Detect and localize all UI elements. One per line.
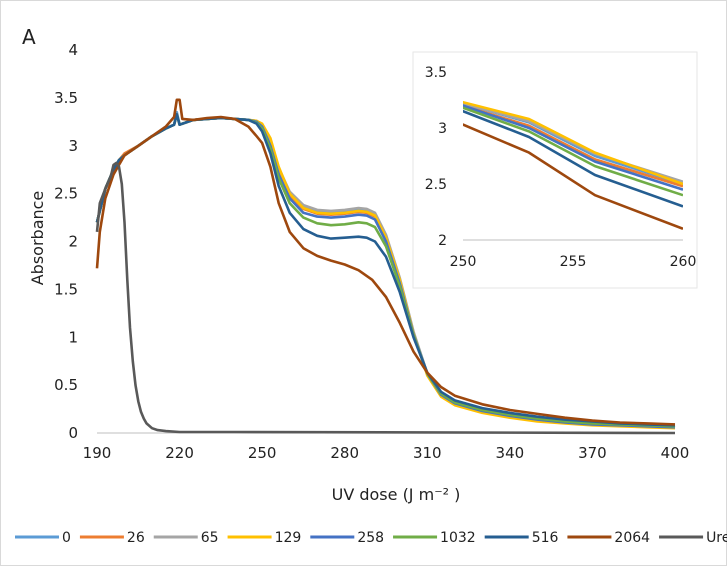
inset-x-tick-label: 260: [670, 254, 697, 270]
inset-series-line-129: [463, 100, 683, 186]
legend-label-516: 516: [532, 530, 559, 546]
inset-series-line-26: [463, 104, 683, 188]
inset-x-tick-label: 255: [560, 254, 587, 270]
inset-x-tick-label: 250: [450, 254, 477, 270]
x-tick-label: 310: [413, 444, 442, 462]
y-tick-label: 3.5: [54, 89, 78, 107]
inset-series-line-258: [463, 104, 683, 191]
panel-label: A: [22, 25, 36, 49]
inset-series-group: [463, 100, 683, 231]
y-tick-label: 0: [68, 424, 78, 442]
chart-legend: 0 26 65 129 258 1032 516 2064 Urea: [15, 530, 727, 546]
y-tick-label: 1: [68, 328, 78, 346]
inset-y-tick-label: 3: [438, 121, 447, 137]
x-tick-label: 370: [578, 444, 607, 462]
inset-series-line-1032: [463, 106, 683, 197]
y-tick-label: 2.5: [54, 185, 78, 203]
legend-label-1032: 1032: [440, 530, 476, 546]
inset-chart: 250 255 260 2 2.5 3 3.5: [412, 51, 698, 289]
legend-label-26: 26: [127, 530, 145, 546]
legend-label-129: 129: [275, 530, 302, 546]
legend-label-2064: 2064: [614, 530, 650, 546]
x-axis-label: UV dose (J m⁻² ): [332, 485, 461, 504]
y-axis-label: Absorbance: [28, 191, 47, 286]
x-tick-label: 340: [496, 444, 525, 462]
inset-y-tick-label: 2.5: [425, 177, 447, 193]
y-tick-label: 4: [68, 41, 78, 59]
x-tick-label: 250: [248, 444, 277, 462]
legend-label-258: 258: [357, 530, 384, 546]
y-tick-label: 1.5: [54, 280, 78, 298]
inset-y-tick-label: 2: [438, 233, 447, 249]
legend-label-0: 0: [62, 530, 71, 546]
inset-series-line-516: [463, 109, 683, 208]
x-tick-label: 280: [330, 444, 359, 462]
x-tick-label: 220: [165, 444, 194, 462]
y-tick-label: 0.5: [54, 376, 78, 394]
legend-label-65: 65: [201, 530, 219, 546]
legend-label-urea: Urea: [706, 530, 727, 546]
series-line-urea: [95, 161, 676, 435]
inset-y-tick-label: 3.5: [425, 65, 447, 81]
x-tick-label: 190: [83, 444, 112, 462]
main-plot-area: 190 220 250 280 310 340 370 400 0 0.5 1 1.5 2 2.5 3 3.5…: [54, 41, 689, 462]
x-tick-label: 400: [661, 444, 690, 462]
y-tick-label: 2: [68, 233, 78, 251]
series-line-2064: [95, 98, 676, 426]
inset-series-line-2064: [463, 123, 683, 231]
y-tick-label: 3: [68, 137, 78, 155]
